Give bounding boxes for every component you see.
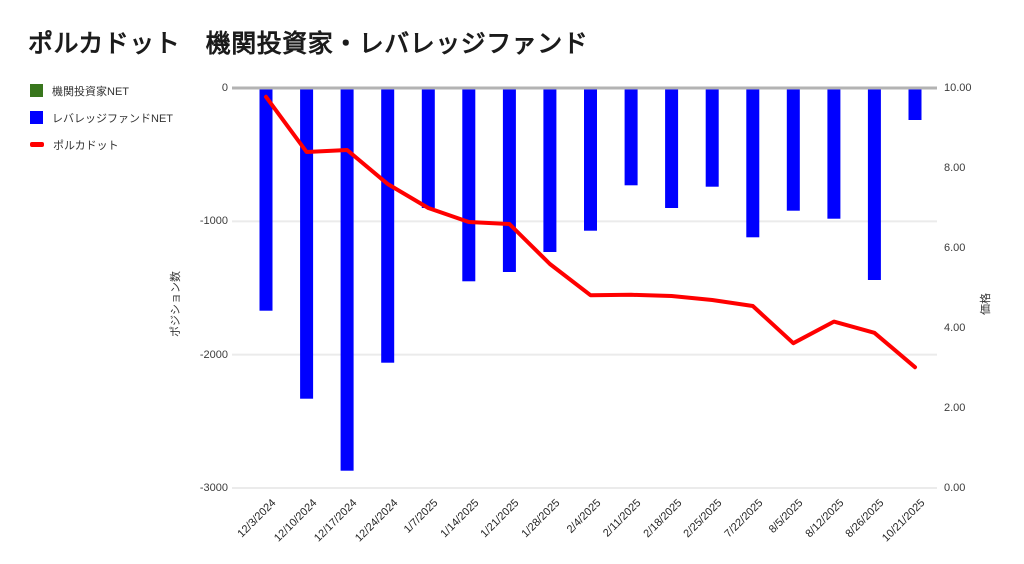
leverage-fund-net-bar xyxy=(421,88,435,208)
right-axis-tick: 4.00 xyxy=(944,322,966,334)
right-axis-tick: 6.00 xyxy=(944,242,966,254)
right-axis-title: 価格 xyxy=(980,293,992,315)
leverage-fund-net-bar xyxy=(746,88,760,238)
right-axis-tick: 0.00 xyxy=(944,482,966,494)
legend-item-institutional-net: 機関投資家NET xyxy=(30,84,173,98)
leverage-fund-net-bar xyxy=(502,88,516,272)
left-axis-title: ポジション数 xyxy=(170,271,182,337)
legend-label-polkadot: ポルカドット xyxy=(53,139,119,152)
plot-area xyxy=(232,86,937,489)
leverage-fund-net-bar xyxy=(786,88,800,211)
left-axis-tick: -1000 xyxy=(199,215,228,228)
legend: 機関投資家NET レバレッジファンドNET ポルカドット xyxy=(30,84,173,152)
blue-square-icon xyxy=(30,111,43,124)
legend-label-leverage-fund-net: レバレッジファンドNET xyxy=(52,112,173,125)
leverage-fund-net-bar xyxy=(381,88,395,363)
leverage-fund-net-bar xyxy=(300,88,314,399)
leverage-fund-net-bar xyxy=(340,88,354,471)
leverage-fund-net-bar xyxy=(665,88,679,208)
leverage-fund-net-bar xyxy=(908,88,922,120)
leverage-fund-net-bar xyxy=(462,88,476,282)
legend-item-polkadot: ポルカドット xyxy=(30,138,173,152)
left-axis-tick: 0 xyxy=(221,82,228,94)
leverage-fund-net-bar xyxy=(705,88,719,187)
left-axis-tick: -2000 xyxy=(199,348,228,361)
leverage-fund-net-bar xyxy=(584,88,597,231)
right-axis-tick: 10.00 xyxy=(944,82,972,94)
leverage-fund-net-bar xyxy=(259,88,273,311)
chart-title: ポルカドット 機関投資家・レバレッジファンド xyxy=(28,30,589,58)
leverage-fund-net-bar xyxy=(827,88,841,219)
red-line-icon xyxy=(30,142,44,147)
left-axis-tick: -3000 xyxy=(199,482,228,494)
leverage-fund-net-bar xyxy=(543,88,557,252)
leverage-fund-net-bar xyxy=(867,88,881,280)
polkadot-price-line xyxy=(264,94,917,370)
legend-item-leverage-fund-net: レバレッジファンドNET xyxy=(30,111,173,125)
legend-label-institutional-net: 機関投資家NET xyxy=(52,85,129,98)
green-square-icon xyxy=(30,84,43,97)
leverage-fund-net-bar xyxy=(624,88,638,186)
right-axis-tick: 8.00 xyxy=(944,162,966,174)
right-axis-tick: 2.00 xyxy=(944,402,966,414)
